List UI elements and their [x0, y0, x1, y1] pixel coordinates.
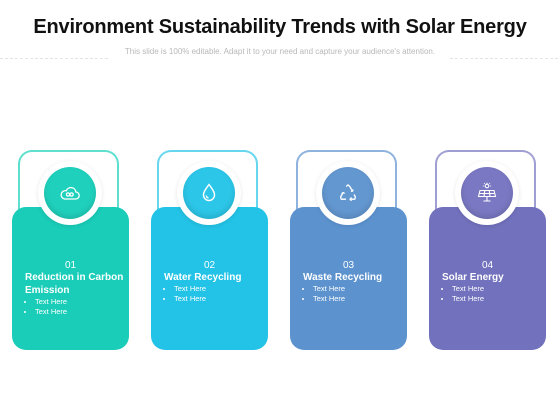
bullet-item: Text Here	[35, 307, 67, 317]
bullet-item: Text Here	[35, 297, 67, 307]
card-frame	[435, 150, 536, 220]
card-label: Solar Energy	[442, 272, 504, 283]
icon-disc	[44, 167, 96, 219]
solar-panel-icon	[477, 182, 497, 202]
card-water-recycling: 02 Water Recycling Text Here Text Here	[151, 150, 268, 350]
bullet-item: Text Here	[452, 284, 484, 294]
card-frame	[157, 150, 258, 220]
co2-cloud-icon	[60, 186, 80, 200]
card-body	[290, 207, 407, 350]
card-waste-recycling: 03 Waste Recycling Text Here Text Here	[290, 150, 407, 350]
card-bullets: Text Here Text Here	[303, 284, 345, 304]
card-body	[429, 207, 546, 350]
card-bullets: Text Here Text Here	[25, 297, 67, 317]
card-solar-energy: 04 Solar Energy Text Here Text Here	[429, 150, 546, 350]
card-frame	[296, 150, 397, 220]
card-label: Water Recycling	[164, 272, 242, 283]
card-frame	[18, 150, 119, 220]
card-number: 03	[342, 260, 355, 271]
bullet-item: Text Here	[313, 284, 345, 294]
slide-subtitle: This slide is 100% editable. Adapt it to…	[124, 47, 436, 56]
card-body	[12, 207, 129, 350]
card-body	[151, 207, 268, 350]
card-label: Reduction in Carbon Emission	[25, 272, 124, 296]
recycle-icon	[339, 184, 357, 202]
card-carbon-emission: 01 Reduction in Carbon Emission Text Her…	[12, 150, 129, 350]
bullet-item: Text Here	[174, 284, 206, 294]
card-bullets: Text Here Text Here	[442, 284, 484, 304]
icon-disc	[183, 167, 235, 219]
water-drop-icon	[202, 183, 216, 202]
bullet-item: Text Here	[452, 294, 484, 304]
card-number: 02	[203, 260, 216, 271]
card-number: 04	[481, 260, 494, 271]
icon-disc	[461, 167, 513, 219]
subtitle-rule-left	[0, 58, 110, 59]
icon-disc	[322, 167, 374, 219]
bullet-item: Text Here	[174, 294, 206, 304]
card-label: Waste Recycling	[303, 272, 383, 283]
slide-title: Environment Sustainability Trends with S…	[33, 16, 527, 38]
bullet-item: Text Here	[313, 294, 345, 304]
card-number: 01	[64, 260, 77, 271]
card-bullets: Text Here Text Here	[164, 284, 206, 304]
subtitle-rule-right	[450, 58, 560, 59]
